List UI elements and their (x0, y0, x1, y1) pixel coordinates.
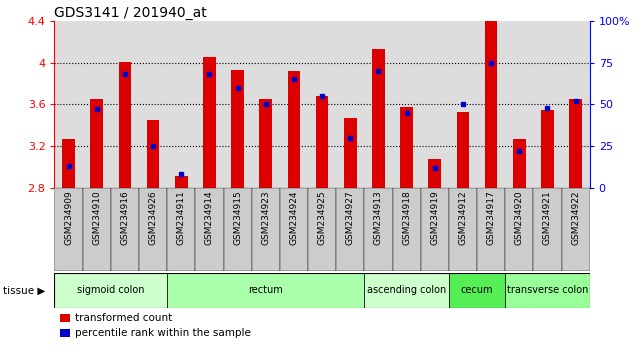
Text: GSM234918: GSM234918 (402, 190, 411, 245)
Bar (252, 188, 280, 271)
Bar (372, 49, 385, 188)
Text: GSM234927: GSM234927 (345, 190, 354, 245)
Text: GSM234919: GSM234919 (430, 190, 439, 245)
Text: GSM234917: GSM234917 (487, 190, 495, 245)
Text: GSM234912: GSM234912 (458, 190, 467, 245)
Text: GSM234916: GSM234916 (121, 190, 129, 245)
Bar (54, 188, 83, 271)
Text: GDS3141 / 201940_at: GDS3141 / 201940_at (54, 6, 207, 20)
Text: GSM234925: GSM234925 (317, 190, 327, 245)
Bar (449, 273, 505, 308)
Bar (111, 188, 139, 271)
Bar (119, 62, 131, 188)
Bar (533, 188, 562, 271)
Bar (147, 120, 160, 188)
Bar (456, 112, 469, 188)
Text: GSM234920: GSM234920 (515, 190, 524, 245)
Text: GSM234913: GSM234913 (374, 190, 383, 245)
Text: transverse colon: transverse colon (507, 285, 588, 295)
Text: GSM234914: GSM234914 (205, 190, 214, 245)
Bar (505, 273, 590, 308)
Bar (420, 188, 449, 271)
Text: GSM234909: GSM234909 (64, 190, 73, 245)
Bar (54, 188, 590, 271)
Bar (139, 188, 167, 271)
Text: GSM234922: GSM234922 (571, 190, 580, 245)
Text: GSM234921: GSM234921 (543, 190, 552, 245)
Bar (196, 188, 224, 271)
Bar (62, 139, 75, 188)
Bar (344, 118, 356, 188)
Text: GSM234926: GSM234926 (149, 190, 158, 245)
Bar (541, 110, 554, 188)
Text: GSM234915: GSM234915 (233, 190, 242, 245)
Bar (308, 188, 336, 271)
Text: GSM234924: GSM234924 (290, 190, 299, 245)
Bar (54, 273, 590, 308)
Text: GSM234910: GSM234910 (92, 190, 101, 245)
Bar (562, 188, 590, 271)
Text: sigmoid colon: sigmoid colon (77, 285, 145, 295)
Bar (449, 188, 477, 271)
Bar (231, 70, 244, 188)
Bar (260, 99, 272, 188)
Bar (336, 188, 364, 271)
Bar (364, 273, 449, 308)
Legend: transformed count, percentile rank within the sample: transformed count, percentile rank withi… (60, 313, 251, 338)
Bar (175, 176, 188, 188)
Bar (167, 188, 196, 271)
Bar (54, 273, 167, 308)
Bar (505, 188, 533, 271)
Bar (224, 188, 252, 271)
Bar (167, 273, 364, 308)
Text: cecum: cecum (461, 285, 494, 295)
Bar (513, 139, 526, 188)
Text: rectum: rectum (248, 285, 283, 295)
Bar (392, 188, 420, 271)
Bar (364, 188, 392, 271)
Text: GSM234911: GSM234911 (177, 190, 186, 245)
Bar (288, 71, 300, 188)
Bar (428, 159, 441, 188)
Text: GSM234923: GSM234923 (262, 190, 271, 245)
Bar (83, 188, 111, 271)
Text: ascending colon: ascending colon (367, 285, 446, 295)
Bar (280, 188, 308, 271)
Bar (90, 99, 103, 188)
Bar (203, 57, 216, 188)
Bar (400, 107, 413, 188)
Bar (569, 99, 582, 188)
Bar (477, 188, 505, 271)
Text: tissue ▶: tissue ▶ (3, 285, 46, 295)
Bar (485, 21, 497, 188)
Bar (316, 96, 328, 188)
